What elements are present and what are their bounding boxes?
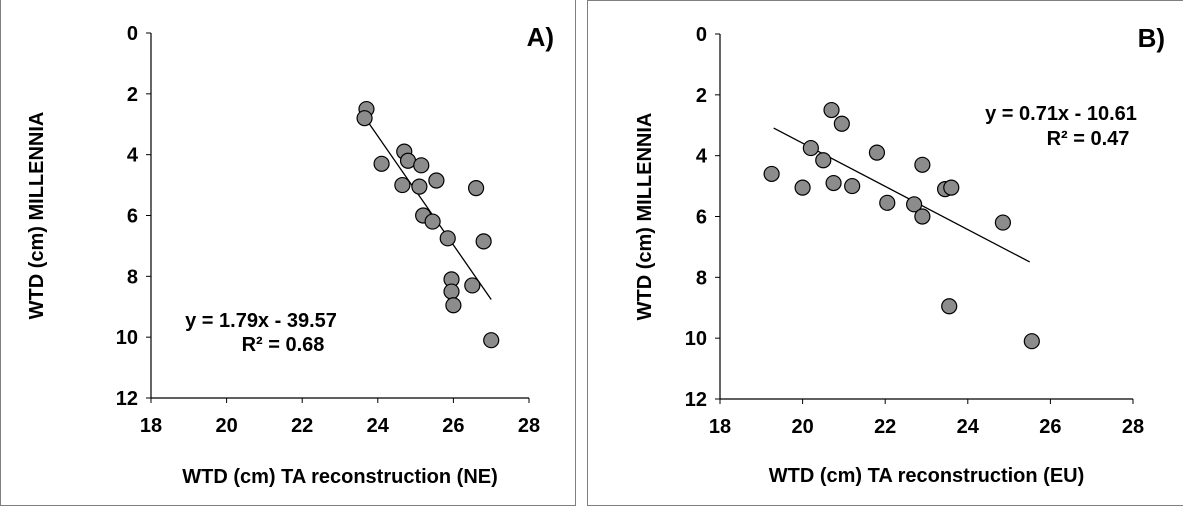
y-tick-label: 2 xyxy=(696,85,707,107)
x-tick-label: 22 xyxy=(874,416,896,438)
data-point xyxy=(445,297,462,314)
x-axis-label: WTD (cm) TA reconstruction (NE) xyxy=(182,466,498,488)
panel-label: A) xyxy=(527,22,554,52)
y-tick-label: 0 xyxy=(127,23,138,45)
y-tick-label: 6 xyxy=(696,207,707,229)
x-tick-label: 24 xyxy=(367,415,390,437)
data-point xyxy=(439,230,456,247)
y-tick-label: 8 xyxy=(696,267,707,289)
data-point xyxy=(823,101,840,119)
chart-panel-a: 0 2 4 6 8 10 12 18 20 22 24 26 28 WTD (cm) MILLENNIA W… xyxy=(0,0,576,506)
x-tick-label: 26 xyxy=(442,415,464,437)
y-tick-label: 10 xyxy=(685,328,707,350)
x-tick-label: 28 xyxy=(518,415,540,437)
x-tick-label: 26 xyxy=(1039,416,1061,438)
r-squared-label: R² = 0.68 xyxy=(242,334,325,356)
data-point xyxy=(815,152,832,169)
x-tick-label: 22 xyxy=(291,415,313,437)
r-squared-label: R² = 0.47 xyxy=(1047,128,1130,150)
data-point xyxy=(794,179,811,196)
y-tick-label: 12 xyxy=(116,388,138,410)
data-point xyxy=(844,177,861,195)
y-axis-label: WTD (cm) MILLENNIA xyxy=(26,112,48,320)
data-point xyxy=(475,233,492,250)
x-tick-label: 18 xyxy=(140,415,162,437)
trendline xyxy=(365,119,492,300)
data-point xyxy=(906,196,923,213)
y-tick-label: 0 xyxy=(696,24,707,46)
panel-label: B) xyxy=(1138,23,1165,53)
data-point xyxy=(879,194,896,211)
y-tick-label: 12 xyxy=(685,389,707,411)
x-axis-label: WTD (cm) TA reconstruction (EU) xyxy=(769,465,1085,487)
y-axis-label: WTD (cm) MILLENNIA xyxy=(634,113,656,321)
data-point xyxy=(833,115,850,132)
x-tick-label: 20 xyxy=(215,415,237,437)
data-point xyxy=(802,139,819,157)
x-tick-label: 18 xyxy=(709,416,731,438)
x-tick-label: 24 xyxy=(957,416,980,438)
data-point xyxy=(467,180,485,197)
y-tick-label: 4 xyxy=(127,145,139,167)
y-tick-label: 2 xyxy=(127,84,138,106)
data-point xyxy=(763,165,780,183)
data-point xyxy=(464,277,481,294)
data-point xyxy=(356,110,373,127)
data-point xyxy=(914,156,931,173)
trendline-equation: y = 0.71x - 10.61 xyxy=(985,103,1137,125)
trendline-equation: y = 1.79x - 39.57 xyxy=(185,310,337,332)
data-point xyxy=(994,214,1012,231)
data-point xyxy=(424,213,441,230)
data-point xyxy=(941,298,958,315)
data-point xyxy=(483,332,500,349)
x-tick-label: 20 xyxy=(791,416,813,438)
data-point xyxy=(411,178,428,195)
chart-panel-b: 0 2 4 6 8 10 12 18 20 22 24 26 28 WTD (cm) MILLENNIA W… xyxy=(587,0,1183,506)
y-tick-label: 6 xyxy=(127,206,138,228)
data-point xyxy=(943,179,960,196)
data-point xyxy=(825,174,842,192)
y-tick-label: 4 xyxy=(696,146,708,168)
x-tick-label: 28 xyxy=(1122,416,1144,438)
data-point xyxy=(394,176,411,194)
data-point xyxy=(413,157,430,174)
data-point xyxy=(443,283,460,300)
data-point xyxy=(428,172,445,189)
y-tick-label: 10 xyxy=(116,327,138,349)
y-tick-label: 8 xyxy=(127,266,138,288)
data-point xyxy=(914,208,931,225)
data-point xyxy=(373,155,390,172)
data-point xyxy=(868,144,886,161)
data-point xyxy=(1023,333,1040,350)
